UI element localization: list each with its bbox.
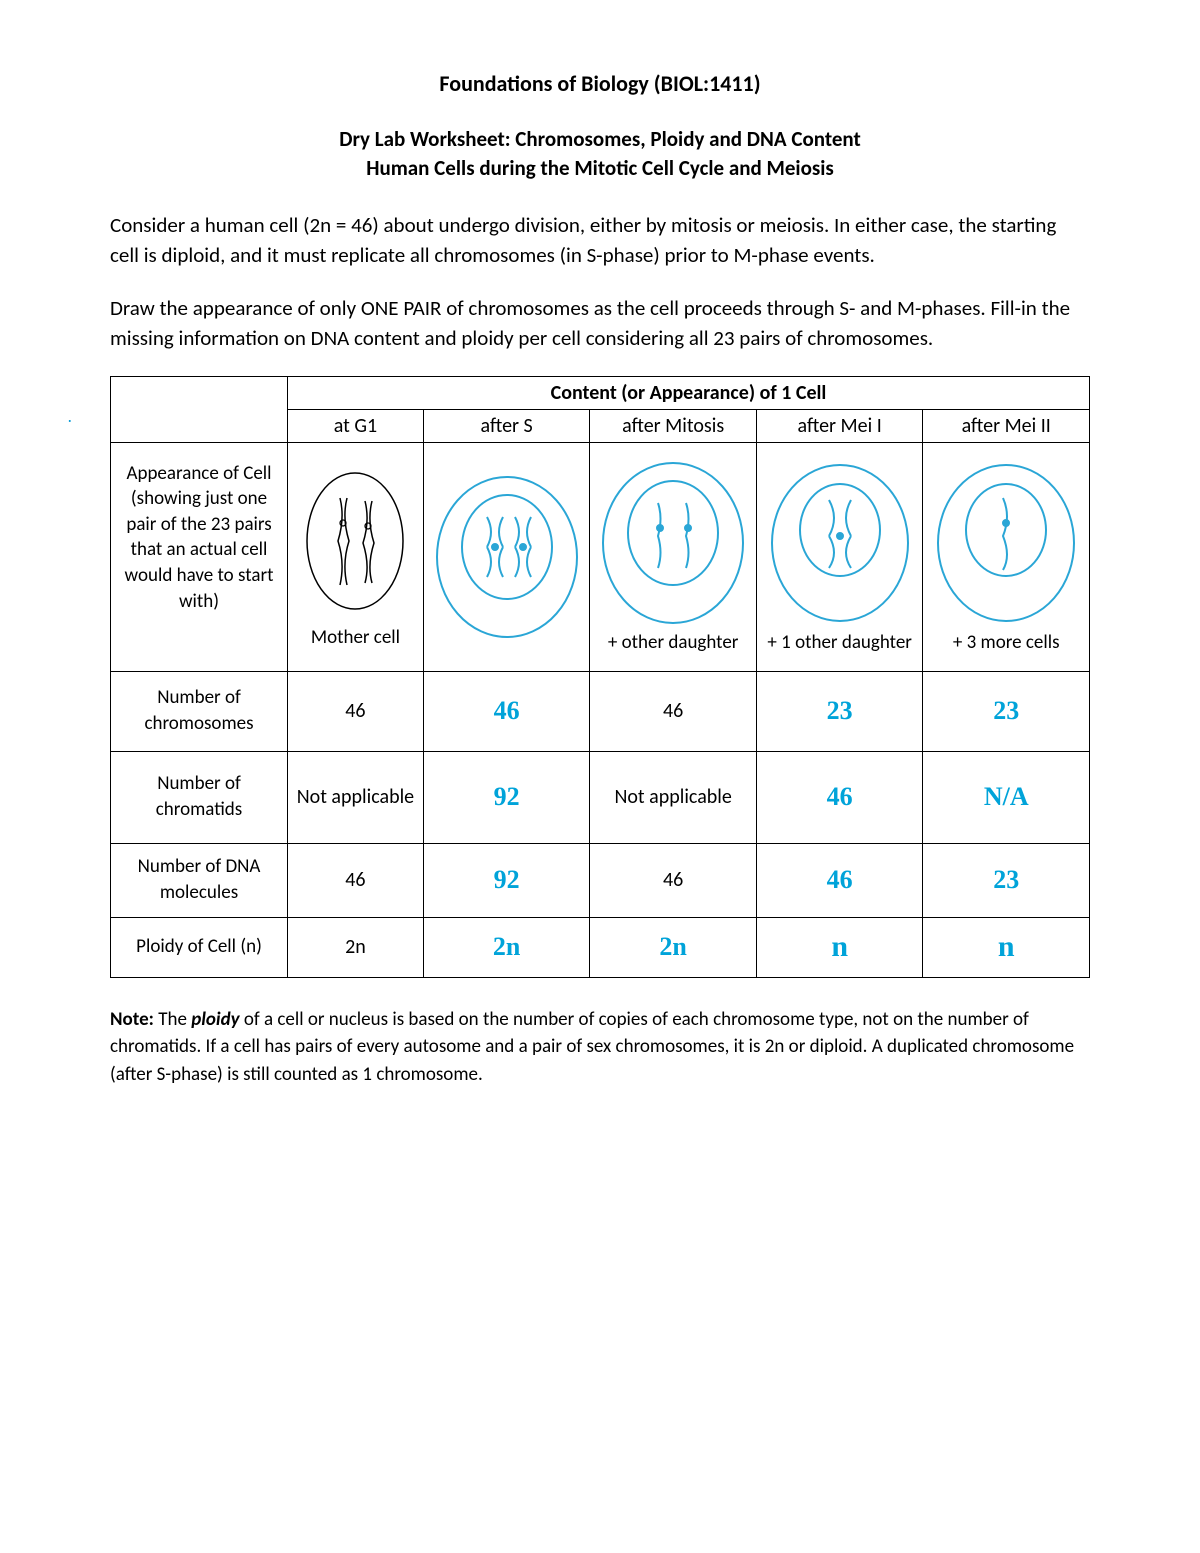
ploidy-mei1: n xyxy=(756,917,923,977)
intro-paragraph-1: Consider a human cell (2n = 46) about un… xyxy=(110,210,1090,271)
ploidy-s: 2n xyxy=(423,917,590,977)
course-title: Foundations of Biology (BIOL:1411) xyxy=(110,70,1090,97)
col-mei2: after Mei II xyxy=(923,409,1090,442)
intro-paragraph-2: Draw the appearance of only ONE PAIR of … xyxy=(110,293,1090,354)
cell-diagram-mei1: + 1 other daughter xyxy=(756,442,923,671)
row-dna-label: Number of DNA molecules xyxy=(111,843,288,917)
dna-s: 92 xyxy=(423,843,590,917)
cell-diagram-afters xyxy=(423,442,590,671)
chromatids-s: 92 xyxy=(423,751,590,843)
chromosomes-mei2: 23 xyxy=(923,671,1090,751)
worksheet-title: Dry Lab Worksheet: Chromosomes, Ploidy a… xyxy=(110,125,1090,184)
ploidy-mit: 2n xyxy=(590,917,757,977)
note-body: The ploidy of a cell or nucleus is based… xyxy=(110,1008,1074,1086)
chromosomes-s: 46 xyxy=(423,671,590,751)
table-super-header: Content (or Appearance) of 1 Cell xyxy=(288,376,1090,409)
ploidy-mei2: n xyxy=(923,917,1090,977)
content-table: Content (or Appearance) of 1 Cell at G1 … xyxy=(110,376,1090,978)
chromatids-mei1: 46 xyxy=(756,751,923,843)
worksheet-line2: Human Cells during the Mitotic Cell Cycl… xyxy=(366,155,834,181)
note-label: Note: xyxy=(110,1008,154,1031)
chromosomes-mei1: 23 xyxy=(756,671,923,751)
caption-mitosis: + other daughter xyxy=(596,632,750,655)
dna-g1: 46 xyxy=(288,843,424,917)
chromatids-g1: Not applicable xyxy=(288,751,424,843)
row-chromosomes-label: Number of chromosomes xyxy=(111,671,288,751)
dna-mei1: 46 xyxy=(756,843,923,917)
chromosomes-g1: 46 xyxy=(288,671,424,751)
row-appearance-label: Appearance of Cell (showing just one pai… xyxy=(111,442,288,671)
caption-mei2: + 3 more cells xyxy=(929,632,1083,655)
dna-mei2: 23 xyxy=(923,843,1090,917)
ploidy-g1: 2n xyxy=(288,917,424,977)
chromatids-mit: Not applicable xyxy=(590,751,757,843)
worksheet-line1: Dry Lab Worksheet: Chromosomes, Ploidy a… xyxy=(339,126,861,152)
caption-g1: Mother cell xyxy=(294,627,417,650)
cell-diagram-mei2: + 3 more cells xyxy=(923,442,1090,671)
cell-diagram-mitosis: + other daughter xyxy=(590,442,757,671)
col-mei1: after Mei I xyxy=(756,409,923,442)
dna-mit: 46 xyxy=(590,843,757,917)
col-mitosis: after Mitosis xyxy=(590,409,757,442)
row-chromatids-label: Number of chromatids xyxy=(111,751,288,843)
note-paragraph: Note: The ploidy of a cell or nucleus is… xyxy=(110,1006,1090,1089)
stray-mark: · xyxy=(68,412,72,429)
chromatids-mei2: N/A xyxy=(923,751,1090,843)
col-afters: after S xyxy=(423,409,590,442)
row-ploidy-label: Ploidy of Cell (n) xyxy=(111,917,288,977)
chromosomes-mit: 46 xyxy=(590,671,757,751)
col-g1: at G1 xyxy=(288,409,424,442)
caption-mei1: + 1 other daughter xyxy=(763,632,917,655)
cell-diagram-g1: Mother cell xyxy=(288,442,424,671)
